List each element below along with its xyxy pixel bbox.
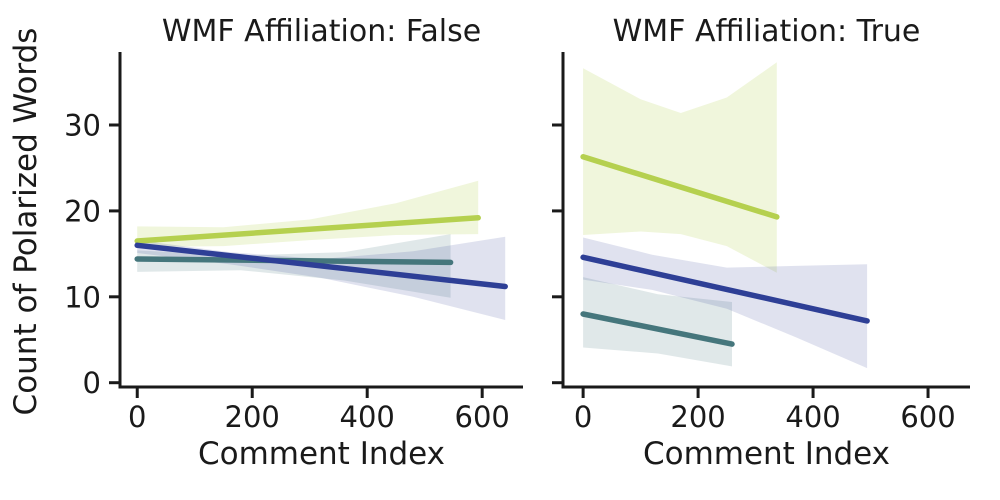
x-tick-label: 200 (670, 400, 725, 434)
x-tick-label: 600 (455, 400, 510, 434)
regression-green-confidence-band (137, 180, 479, 247)
regression-green-confidence-band (583, 62, 777, 273)
panel-wmf-true: 0 200 400 600 WMF Affiliation: True Comment I… (552, 14, 970, 472)
x-tick-label: 0 (128, 400, 146, 434)
regression-green-line (134, 215, 481, 244)
regression-blue-line (134, 242, 508, 290)
regression-teal-confidence-band (583, 277, 732, 367)
regression-blue-confidence-band (583, 237, 868, 369)
x-tick-label: 0 (574, 400, 592, 434)
regression-teal-line (580, 311, 735, 347)
x-tick-label: 200 (225, 400, 280, 434)
regression-teal-confidence-band (137, 234, 451, 298)
x-tick-label: 400 (785, 400, 840, 434)
y-tick-label: 10 (64, 280, 101, 314)
regression-blue-line (580, 254, 870, 324)
x-axis-label: Comment Index (643, 436, 890, 472)
y-tick-label: 30 (64, 109, 101, 143)
panel-wmf-false: 0 10 20 30 0 200 400 600 WMF Affiliation: False C… (64, 14, 523, 472)
x-axis-label: Comment Index (198, 436, 445, 472)
y-tick-label: 0 (83, 366, 101, 400)
x-tick-label: 400 (340, 400, 395, 434)
y-tick-label: 20 (64, 194, 101, 228)
panel-title: WMF Affiliation: False (162, 14, 481, 49)
x-tick-label: 600 (900, 400, 955, 434)
panel-title: WMF Affiliation: True (613, 14, 921, 49)
y-axis-label: Count of Polarized Words (8, 28, 44, 416)
regression-green-line (580, 154, 780, 220)
